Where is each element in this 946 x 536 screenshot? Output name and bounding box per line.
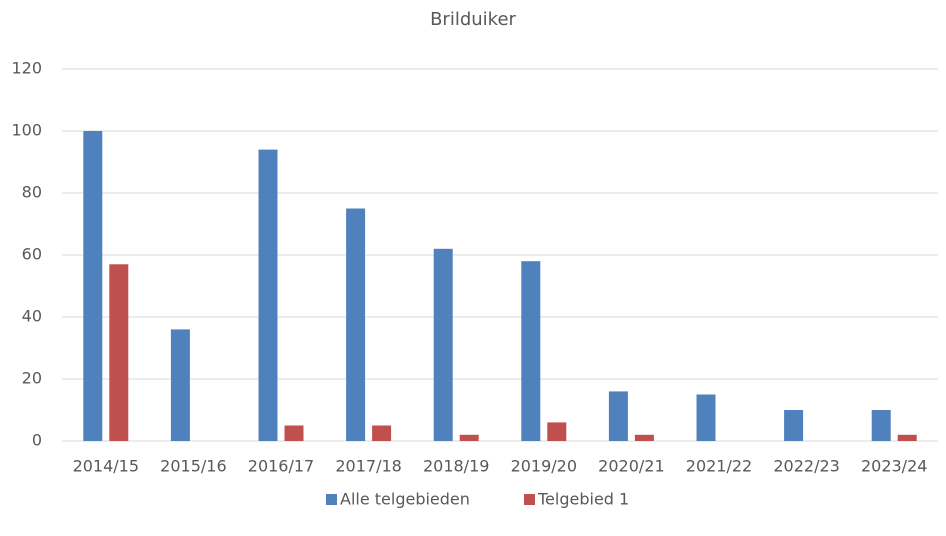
bar	[521, 261, 541, 441]
x-tick-label: 2019/20	[511, 457, 577, 476]
x-tick-label: 2015/16	[160, 457, 226, 476]
bar	[83, 131, 103, 441]
x-tick-label: 2020/21	[598, 457, 664, 476]
bar	[109, 264, 129, 441]
bar	[433, 248, 453, 441]
y-tick-label: 80	[22, 183, 42, 202]
x-tick-label: 2016/17	[248, 457, 314, 476]
x-tick-label: 2022/23	[773, 457, 839, 476]
x-tick-label: 2014/15	[73, 457, 139, 476]
x-tick-label: 2018/19	[423, 457, 489, 476]
bar	[784, 410, 804, 441]
bar	[897, 434, 917, 441]
bar	[547, 422, 567, 441]
legend-swatch	[326, 494, 337, 505]
y-tick-label: 60	[22, 245, 42, 264]
bar	[459, 434, 479, 441]
x-tick-label: 2023/24	[861, 457, 927, 476]
bar	[871, 410, 891, 441]
legend-label: Alle telgebieden	[340, 490, 470, 509]
legend-swatch	[524, 494, 535, 505]
bar	[258, 149, 278, 441]
y-tick-label: 100	[11, 121, 42, 140]
y-tick-label: 0	[32, 431, 42, 450]
y-tick-label: 40	[22, 307, 42, 326]
legend-label: Telgebied 1	[537, 490, 629, 509]
x-tick-label: 2017/18	[335, 457, 401, 476]
bar	[608, 391, 628, 441]
bar	[346, 208, 366, 441]
chart-title: Brilduiker	[430, 9, 516, 30]
bar	[170, 329, 190, 441]
bar	[696, 394, 716, 441]
y-tick-label: 20	[22, 369, 42, 388]
bar	[372, 425, 392, 441]
bar	[284, 425, 304, 441]
bar	[634, 434, 654, 441]
x-tick-label: 2021/22	[686, 457, 752, 476]
y-tick-label: 120	[11, 59, 42, 78]
